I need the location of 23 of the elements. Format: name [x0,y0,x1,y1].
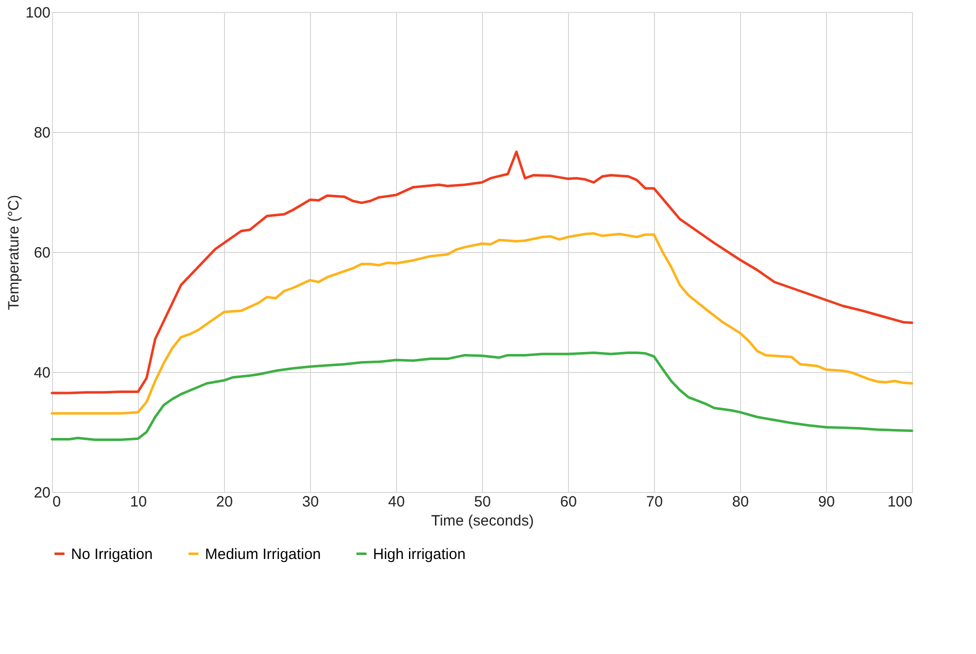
y-tick-label: 60 [34,244,50,262]
x-tick-label: 60 [560,494,577,510]
y-axis-title: Temperature (°C) [5,194,22,310]
legend-label: Medium Irrigation [205,546,321,563]
x-tick-label: 0 [52,494,61,510]
line-series [50,150,914,394]
x-tick-label: 70 [646,494,663,510]
legend-label: High irrigation [373,546,466,563]
x-tick-label: 10 [130,494,147,510]
x-tick-label: 30 [302,494,319,510]
line-series [50,232,914,415]
y-tick-label: 80 [34,124,50,142]
x-tick-label: 20 [216,494,233,510]
y-tick-label: 100 [25,4,50,22]
x-tick-label: 100 [887,494,912,510]
y-tick-label: 40 [34,364,50,382]
x-tick-label: 80 [732,494,749,510]
x-axis-title: Time (seconds) [431,512,534,530]
x-tick-label: 90 [818,494,835,510]
x-tick-label: 40 [388,494,405,510]
legend-label: No Irrigation [71,546,153,563]
x-tick-label: 50 [474,494,491,510]
line-series [50,352,914,442]
